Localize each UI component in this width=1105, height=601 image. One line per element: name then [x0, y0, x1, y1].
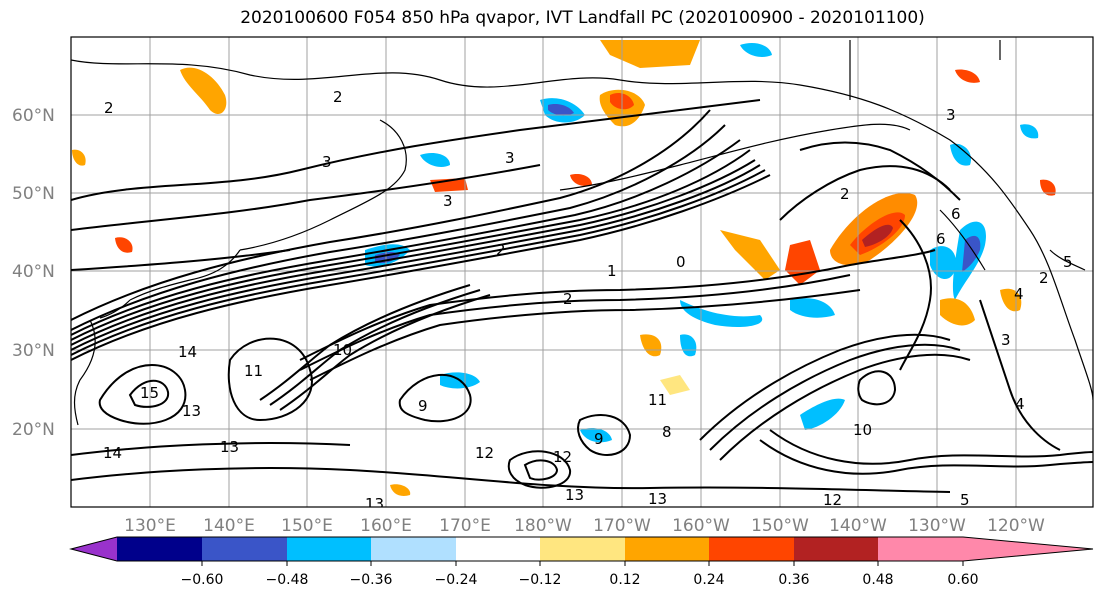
- lon-label: 150°E: [281, 516, 333, 536]
- ivt-contours: [71, 99, 1093, 493]
- colorbar-tick-label: 0.36: [778, 572, 809, 588]
- contour-label: 6: [951, 205, 961, 223]
- colorbar-tick-label: 0.12: [609, 572, 640, 588]
- contour-label: 3: [505, 149, 515, 167]
- lon-label: 160°E: [360, 516, 412, 536]
- colorbar-segment: [625, 537, 709, 561]
- lon-label: 140°W: [829, 516, 887, 536]
- contour-label: 6: [936, 230, 946, 248]
- lat-label: 30°N: [12, 341, 55, 361]
- lat-label: 60°N: [12, 106, 55, 126]
- lon-label: 170°W: [593, 516, 651, 536]
- contour-labels: 2 2 3 3 3 2 2 1 0 2 3 6 6 4 2 5 14 15 13…: [103, 88, 1073, 513]
- contour-label: 13: [182, 402, 201, 420]
- contour-label: 5: [960, 491, 970, 509]
- colorbar: −0.60 −0.48 −0.36 −0.24 −0.12 0.12 0.24 …: [69, 536, 1094, 588]
- contour-label: 3: [322, 153, 332, 171]
- contour-label: 3: [443, 192, 453, 210]
- colorbar-tick-label: −0.60: [181, 572, 224, 588]
- lon-label: 120°W: [987, 516, 1045, 536]
- contour-label: 2: [496, 241, 506, 259]
- contour-label: 10: [853, 421, 872, 439]
- contour-label: 13: [365, 495, 384, 513]
- contour-label: 12: [553, 448, 572, 466]
- map-gridlines: [71, 37, 1093, 507]
- contour-label: 2: [563, 290, 573, 308]
- colorbar-tick-label: 0.24: [693, 572, 724, 588]
- contour-label: 13: [648, 490, 667, 508]
- contour-label: 2: [840, 185, 850, 203]
- contour-label: 3: [946, 106, 956, 124]
- colorbar-segment: [878, 537, 963, 561]
- coastlines: [71, 40, 1093, 426]
- contour-label: 13: [565, 486, 584, 504]
- colorbar-tick-label: −0.48: [266, 572, 309, 588]
- lat-label: 50°N: [12, 184, 55, 204]
- figure-title: 2020100600 F054 850 hPa qvapor, IVT Land…: [240, 8, 925, 28]
- contour-label: 11: [244, 362, 263, 380]
- contour-label: 3: [1001, 331, 1011, 349]
- contour-label: 9: [594, 430, 604, 448]
- map-frame: [70, 36, 1094, 508]
- lat-label: 40°N: [12, 262, 55, 282]
- colorbar-segment: [456, 537, 540, 561]
- colorbar-ticks: [201, 561, 964, 566]
- contour-label: 12: [823, 491, 842, 509]
- colorbar-outline: [69, 536, 1094, 562]
- lon-label: 180°W: [514, 516, 572, 536]
- lon-label: 160°W: [672, 516, 730, 536]
- contour-label: 14: [103, 444, 122, 462]
- contour-label: 12: [475, 444, 494, 462]
- contour-label: 9: [418, 397, 428, 415]
- lon-label: 130°E: [124, 516, 176, 536]
- contour-label: 13: [220, 438, 239, 456]
- contour-label: 10: [333, 341, 352, 359]
- colorbar-segment: [117, 537, 202, 561]
- contour-label: 1: [607, 262, 617, 280]
- colorbar-segment: [794, 537, 878, 561]
- lat-label: 20°N: [12, 420, 55, 440]
- longitude-labels: 130°E 140°E 150°E 160°E 170°E 180°W 170°…: [124, 516, 1045, 536]
- contour-label: 2: [333, 88, 343, 106]
- contour-label: 11: [648, 391, 667, 409]
- colorbar-segment: [709, 537, 794, 561]
- colorbar-tick-label: −0.12: [519, 572, 562, 588]
- contour-label: 2: [1039, 269, 1049, 287]
- colorbar-segment: [371, 537, 456, 561]
- contour-label: 15: [140, 384, 159, 402]
- colorbar-tick-label: 0.60: [947, 572, 978, 588]
- lon-label: 150°W: [751, 516, 809, 536]
- contour-label: 4: [1015, 395, 1025, 413]
- contour-label: 0: [676, 253, 686, 271]
- colorbar-tick-label: −0.24: [435, 572, 478, 588]
- colorbar-segment: [540, 537, 625, 561]
- map-plot-area: 2 2 3 3 3 2 2 1 0 2 3 6 6 4 2 5 14 15 13…: [71, 37, 1093, 513]
- contour-label: 4: [1014, 285, 1024, 303]
- colorbar-segment: [202, 537, 287, 561]
- contour-label: 2: [104, 99, 114, 117]
- contour-label: 5: [1063, 253, 1073, 271]
- contour-label: 14: [178, 343, 197, 361]
- colorbar-tick-label: 0.48: [862, 572, 893, 588]
- colorbar-segment: [287, 537, 371, 561]
- lon-label: 130°W: [908, 516, 966, 536]
- lon-label: 140°E: [203, 516, 255, 536]
- colorbar-extend-right: [963, 537, 1093, 561]
- colorbar-extend-left: [71, 537, 117, 561]
- lon-label: 170°E: [439, 516, 491, 536]
- contour-label: 8: [662, 423, 672, 441]
- colorbar-tick-label: −0.36: [350, 572, 393, 588]
- latitude-labels: 60°N 50°N 40°N 30°N 20°N: [12, 106, 55, 440]
